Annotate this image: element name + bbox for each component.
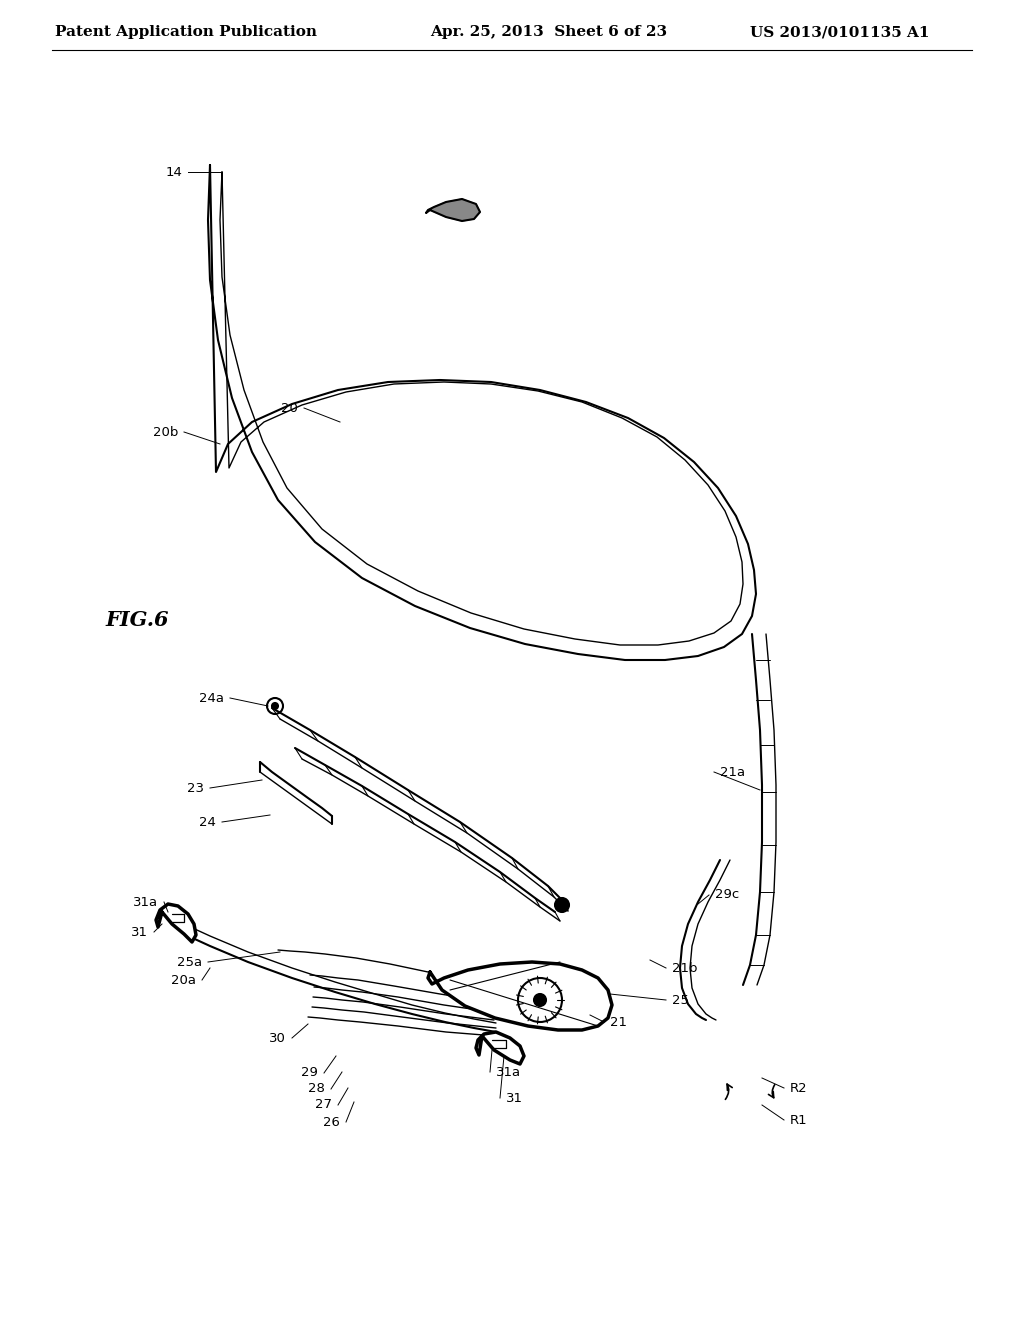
Text: 25: 25 <box>672 994 689 1006</box>
Text: 21b: 21b <box>672 961 697 974</box>
Text: 31a: 31a <box>496 1065 521 1078</box>
Text: 20b: 20b <box>153 425 178 438</box>
Circle shape <box>534 994 546 1006</box>
Text: 26: 26 <box>324 1115 340 1129</box>
Circle shape <box>272 704 278 709</box>
Text: R2: R2 <box>790 1081 808 1094</box>
Text: 29c: 29c <box>715 888 739 902</box>
Text: FIG.6: FIG.6 <box>105 610 169 630</box>
Text: 23: 23 <box>187 781 204 795</box>
Text: 21: 21 <box>610 1015 627 1028</box>
Circle shape <box>555 898 569 912</box>
Text: 31: 31 <box>506 1092 523 1105</box>
Text: 20: 20 <box>282 401 298 414</box>
Text: 30: 30 <box>269 1031 286 1044</box>
Text: 24a: 24a <box>199 692 224 705</box>
Text: 27: 27 <box>315 1098 332 1111</box>
Polygon shape <box>428 962 612 1030</box>
Text: 24: 24 <box>199 816 216 829</box>
Polygon shape <box>476 1032 524 1064</box>
Polygon shape <box>426 199 480 220</box>
Text: R1: R1 <box>790 1114 808 1126</box>
Text: US 2013/0101135 A1: US 2013/0101135 A1 <box>750 25 930 40</box>
Text: 21a: 21a <box>720 766 745 779</box>
Text: 31a: 31a <box>133 895 158 908</box>
Text: 29: 29 <box>301 1067 318 1080</box>
Text: 31: 31 <box>131 925 148 939</box>
Text: 25a: 25a <box>177 956 202 969</box>
Text: 14: 14 <box>165 165 182 178</box>
Text: Apr. 25, 2013  Sheet 6 of 23: Apr. 25, 2013 Sheet 6 of 23 <box>430 25 667 40</box>
Text: 20a: 20a <box>171 974 196 986</box>
Text: 28: 28 <box>308 1082 325 1096</box>
Polygon shape <box>156 904 196 942</box>
Text: Patent Application Publication: Patent Application Publication <box>55 25 317 40</box>
